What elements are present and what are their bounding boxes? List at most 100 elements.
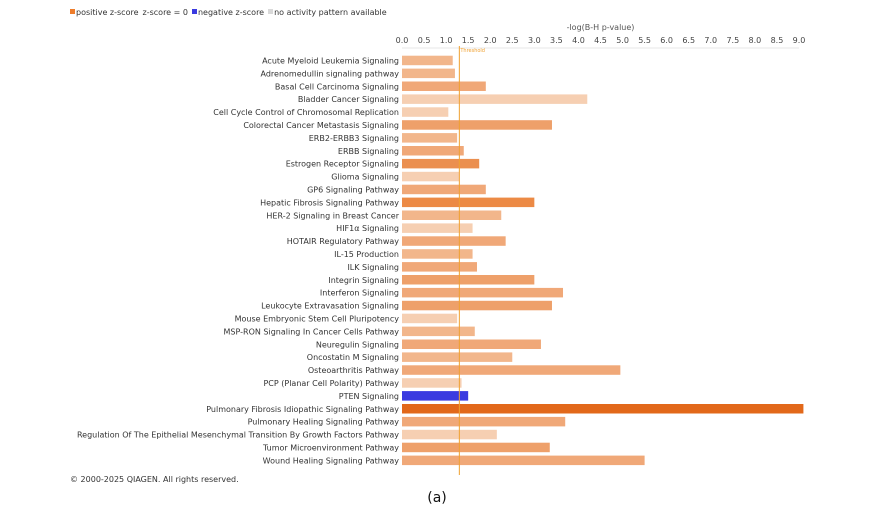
bar (402, 287, 564, 298)
category-label: Mouse Embryonic Stem Cell Pluripotency (235, 314, 400, 323)
bar (402, 365, 621, 375)
chart-legend: positive z-score z-score = 0 negative z-sc… (70, 8, 391, 17)
threshold-label: Threshold (459, 48, 485, 54)
category-label: IL-15 Production (334, 250, 399, 259)
category-label: ERB2-ERBB3 Signaling (309, 134, 399, 143)
category-label: Colorectal Cancer Metastasis Signaling (243, 121, 399, 130)
legend-swatch (191, 9, 197, 14)
category-label: Integrin Signaling (328, 276, 399, 285)
legend-label: negative z-score (197, 8, 265, 17)
x-tick-label: 5.0 (616, 36, 629, 45)
category-label: Adrenomedullin signaling pathway (261, 69, 400, 78)
bar (402, 300, 552, 311)
category-label: PTEN Signaling (339, 392, 399, 401)
bar (402, 171, 460, 182)
bar (402, 197, 535, 208)
legend-swatch (268, 9, 274, 14)
x-tick-label: 7.0 (704, 36, 717, 45)
category-label: GP6 Signaling Pathway (307, 185, 399, 194)
category-label: Bladder Cancer Signaling (298, 95, 399, 104)
category-label: Oncostatin M Signaling (307, 353, 399, 362)
x-tick-label: 0.5 (418, 36, 431, 45)
category-label: PCP (Planar Cell Polarity) Pathway (263, 379, 399, 388)
bar (402, 146, 464, 156)
figure-caption: (a) (427, 490, 447, 506)
legend-label: positive z-score (76, 8, 139, 17)
bar (402, 262, 477, 272)
bar (402, 249, 473, 259)
bar (402, 210, 502, 220)
category-label: Hepatic Fibrosis Signaling Pathway (260, 198, 399, 207)
bar (402, 326, 475, 337)
bar-chart: -log(B-H p-value) 0.0 0.5 1.0 1.5 2.0 2.5 3.0 3.… (77, 23, 806, 475)
category-label: HOTAIR Regulatory Pathway (287, 237, 400, 246)
bar (402, 442, 550, 453)
bar (402, 81, 486, 91)
legend-item: z-score = 0 (143, 8, 188, 17)
bar (402, 236, 506, 246)
x-tick-label: 2.0 (484, 36, 497, 45)
bar (402, 55, 453, 66)
category-label: Tumor Microenvironment Pathway (262, 443, 399, 452)
bar (402, 94, 588, 104)
category-label: Glioma Signaling (331, 173, 399, 182)
x-tick-label: 5.5 (638, 36, 651, 45)
x-tick-label: 7.5 (726, 36, 739, 45)
category-label: Interferon Signaling (320, 289, 399, 298)
bar (402, 339, 541, 349)
x-tick-label: 0.0 (396, 36, 409, 45)
x-tick-label: 2.5 (506, 36, 519, 45)
bar (402, 352, 513, 362)
bar (402, 107, 449, 117)
bar (402, 133, 458, 143)
legend-label: z-score = 0 (142, 8, 188, 17)
x-tick-label: 3.0 (528, 36, 541, 45)
x-tick-label: 4.0 (572, 36, 585, 45)
category-label: Wound Healing Signaling Pathway (263, 456, 400, 465)
legend-swatch (70, 9, 75, 14)
bar (402, 455, 645, 466)
category-label: Cell Cycle Control of Chromosomal Replic… (213, 108, 399, 117)
category-label: HER-2 Signaling in Breast Cancer (266, 211, 399, 220)
bar (402, 275, 535, 285)
bar (402, 313, 458, 324)
category-label: ERBB Signaling (338, 147, 399, 156)
category-label: Acute Myeloid Leukemia Signaling (262, 56, 399, 65)
bar (402, 404, 804, 414)
x-tick-label: 6.5 (682, 36, 695, 45)
x-tick-label: 1.5 (462, 36, 475, 45)
bar (402, 429, 497, 440)
x-tick-label: 3.5 (550, 36, 563, 45)
bar (402, 223, 473, 233)
category-label: Pulmonary Healing Signaling Pathway (248, 418, 400, 427)
bar (402, 184, 486, 195)
bar (402, 378, 462, 388)
legend-item: no activity pattern available (268, 8, 387, 17)
category-label: Neuregulin Signaling (316, 340, 399, 349)
x-tick-label: 9.0 (793, 36, 806, 45)
legend-item: negative z-score (191, 8, 265, 17)
category-label: Osteoarthritis Pathway (308, 366, 399, 375)
x-tick-label: 1.0 (440, 36, 453, 45)
bar (402, 120, 552, 130)
category-label: Basal Cell Carcinoma Signaling (275, 82, 399, 91)
category-label: Pulmonary Fibrosis Idiopathic Signaling … (206, 405, 399, 414)
category-label: MSP-RON Signaling In Cancer Cells Pathwa… (224, 327, 400, 336)
bar (402, 158, 480, 169)
legend-label: no activity pattern available (274, 8, 387, 17)
x-tick-label: 8.5 (771, 36, 784, 45)
bar (402, 416, 566, 427)
category-label: Estrogen Receptor Signaling (286, 160, 399, 169)
x-axis-title: -log(B-H p-value) (567, 23, 635, 32)
copyright-notice: © 2000-2025 QIAGEN. All rights reserved. (70, 475, 239, 484)
category-label: Regulation Of The Epithelial Mesenchymal… (77, 431, 399, 440)
category-label: ILK Signaling (347, 263, 399, 272)
legend-item: positive z-score (70, 8, 139, 17)
x-tick-label: 8.0 (749, 36, 762, 45)
category-label: HIF1α Signaling (336, 224, 399, 233)
bar (402, 68, 455, 79)
category-label: Leukocyte Extravasation Signaling (261, 302, 399, 311)
x-tick-label: 6.0 (660, 36, 673, 45)
x-tick-label: 4.5 (594, 36, 607, 45)
bar (402, 391, 469, 401)
